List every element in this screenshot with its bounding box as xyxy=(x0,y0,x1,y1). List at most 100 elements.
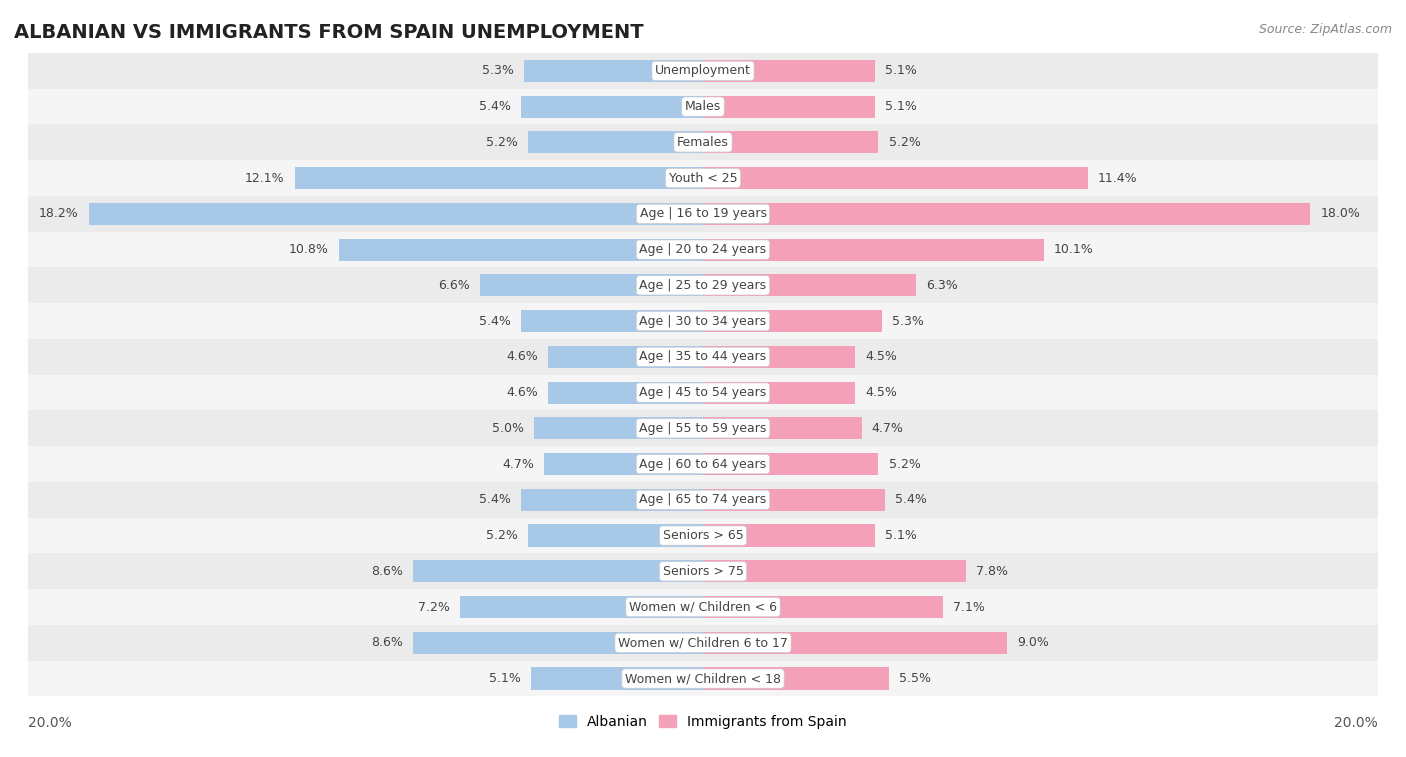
Text: 5.4%: 5.4% xyxy=(479,100,510,113)
Bar xyxy=(703,417,862,439)
Bar xyxy=(460,596,703,618)
Text: 8.6%: 8.6% xyxy=(371,565,402,578)
Bar xyxy=(520,489,703,511)
Bar xyxy=(28,589,1378,625)
Bar xyxy=(703,346,855,368)
Legend: Albanian, Immigrants from Spain: Albanian, Immigrants from Spain xyxy=(554,709,852,734)
Bar xyxy=(703,310,882,332)
Text: Unemployment: Unemployment xyxy=(655,64,751,77)
Text: 5.3%: 5.3% xyxy=(482,64,515,77)
Bar xyxy=(520,310,703,332)
Text: 18.2%: 18.2% xyxy=(39,207,79,220)
Bar xyxy=(703,382,855,403)
Bar xyxy=(481,274,703,297)
Bar xyxy=(28,232,1378,267)
Text: Males: Males xyxy=(685,100,721,113)
Text: Seniors > 65: Seniors > 65 xyxy=(662,529,744,542)
Bar xyxy=(89,203,703,225)
Bar xyxy=(28,267,1378,304)
Text: 6.3%: 6.3% xyxy=(925,279,957,292)
Text: 5.2%: 5.2% xyxy=(889,136,921,149)
Bar xyxy=(703,131,879,154)
Bar xyxy=(28,304,1378,339)
Text: Age | 16 to 19 years: Age | 16 to 19 years xyxy=(640,207,766,220)
Bar xyxy=(534,417,703,439)
Text: ALBANIAN VS IMMIGRANTS FROM SPAIN UNEMPLOYMENT: ALBANIAN VS IMMIGRANTS FROM SPAIN UNEMPL… xyxy=(14,23,644,42)
Text: Women w/ Children 6 to 17: Women w/ Children 6 to 17 xyxy=(619,637,787,650)
Bar xyxy=(703,525,875,547)
Bar xyxy=(28,410,1378,446)
Text: 5.1%: 5.1% xyxy=(886,64,917,77)
Bar xyxy=(520,95,703,117)
Text: Females: Females xyxy=(678,136,728,149)
Text: Source: ZipAtlas.com: Source: ZipAtlas.com xyxy=(1258,23,1392,36)
Bar xyxy=(28,482,1378,518)
Bar xyxy=(28,196,1378,232)
Text: 5.1%: 5.1% xyxy=(886,529,917,542)
Text: 4.5%: 4.5% xyxy=(865,386,897,399)
Text: 4.5%: 4.5% xyxy=(865,350,897,363)
Bar xyxy=(703,167,1088,189)
Bar xyxy=(703,596,942,618)
Text: Age | 30 to 34 years: Age | 30 to 34 years xyxy=(640,315,766,328)
Text: 4.6%: 4.6% xyxy=(506,350,537,363)
Bar xyxy=(28,553,1378,589)
Text: 5.4%: 5.4% xyxy=(479,494,510,506)
Text: 5.4%: 5.4% xyxy=(896,494,927,506)
Text: 18.0%: 18.0% xyxy=(1320,207,1361,220)
Bar xyxy=(28,339,1378,375)
Text: 20.0%: 20.0% xyxy=(28,716,72,730)
Text: 5.1%: 5.1% xyxy=(886,100,917,113)
Text: 7.8%: 7.8% xyxy=(976,565,1008,578)
Text: 5.3%: 5.3% xyxy=(891,315,924,328)
Text: 8.6%: 8.6% xyxy=(371,637,402,650)
Text: 12.1%: 12.1% xyxy=(245,172,284,185)
Bar xyxy=(28,53,1378,89)
Bar xyxy=(28,89,1378,124)
Text: 6.6%: 6.6% xyxy=(439,279,470,292)
Bar xyxy=(544,453,703,475)
Bar xyxy=(413,632,703,654)
Text: Age | 25 to 29 years: Age | 25 to 29 years xyxy=(640,279,766,292)
Text: 5.2%: 5.2% xyxy=(485,529,517,542)
Text: 5.5%: 5.5% xyxy=(898,672,931,685)
Text: Age | 60 to 64 years: Age | 60 to 64 years xyxy=(640,457,766,471)
Text: Seniors > 75: Seniors > 75 xyxy=(662,565,744,578)
Bar xyxy=(295,167,703,189)
Bar xyxy=(339,238,703,260)
Bar xyxy=(527,525,703,547)
Bar xyxy=(703,238,1043,260)
Bar xyxy=(527,131,703,154)
Text: Age | 55 to 59 years: Age | 55 to 59 years xyxy=(640,422,766,435)
Text: 5.4%: 5.4% xyxy=(479,315,510,328)
Bar xyxy=(28,446,1378,482)
Bar xyxy=(28,124,1378,160)
Bar xyxy=(703,668,889,690)
Bar xyxy=(413,560,703,582)
Bar xyxy=(524,60,703,82)
Text: 7.1%: 7.1% xyxy=(953,600,984,614)
Bar xyxy=(703,60,875,82)
Text: 5.2%: 5.2% xyxy=(889,457,921,471)
Text: Age | 20 to 24 years: Age | 20 to 24 years xyxy=(640,243,766,256)
Text: 4.7%: 4.7% xyxy=(872,422,904,435)
Bar xyxy=(548,346,703,368)
Text: Age | 65 to 74 years: Age | 65 to 74 years xyxy=(640,494,766,506)
Bar xyxy=(703,274,915,297)
Text: 10.8%: 10.8% xyxy=(288,243,329,256)
Bar xyxy=(703,632,1007,654)
Bar xyxy=(548,382,703,403)
Text: 4.7%: 4.7% xyxy=(502,457,534,471)
Text: Age | 35 to 44 years: Age | 35 to 44 years xyxy=(640,350,766,363)
Bar xyxy=(28,661,1378,696)
Text: 10.1%: 10.1% xyxy=(1054,243,1094,256)
Bar xyxy=(28,375,1378,410)
Bar xyxy=(703,453,879,475)
Bar xyxy=(703,489,886,511)
Bar xyxy=(703,95,875,117)
Text: Age | 45 to 54 years: Age | 45 to 54 years xyxy=(640,386,766,399)
Text: 5.1%: 5.1% xyxy=(489,672,520,685)
Text: 4.6%: 4.6% xyxy=(506,386,537,399)
Bar xyxy=(28,160,1378,196)
Text: 9.0%: 9.0% xyxy=(1017,637,1049,650)
